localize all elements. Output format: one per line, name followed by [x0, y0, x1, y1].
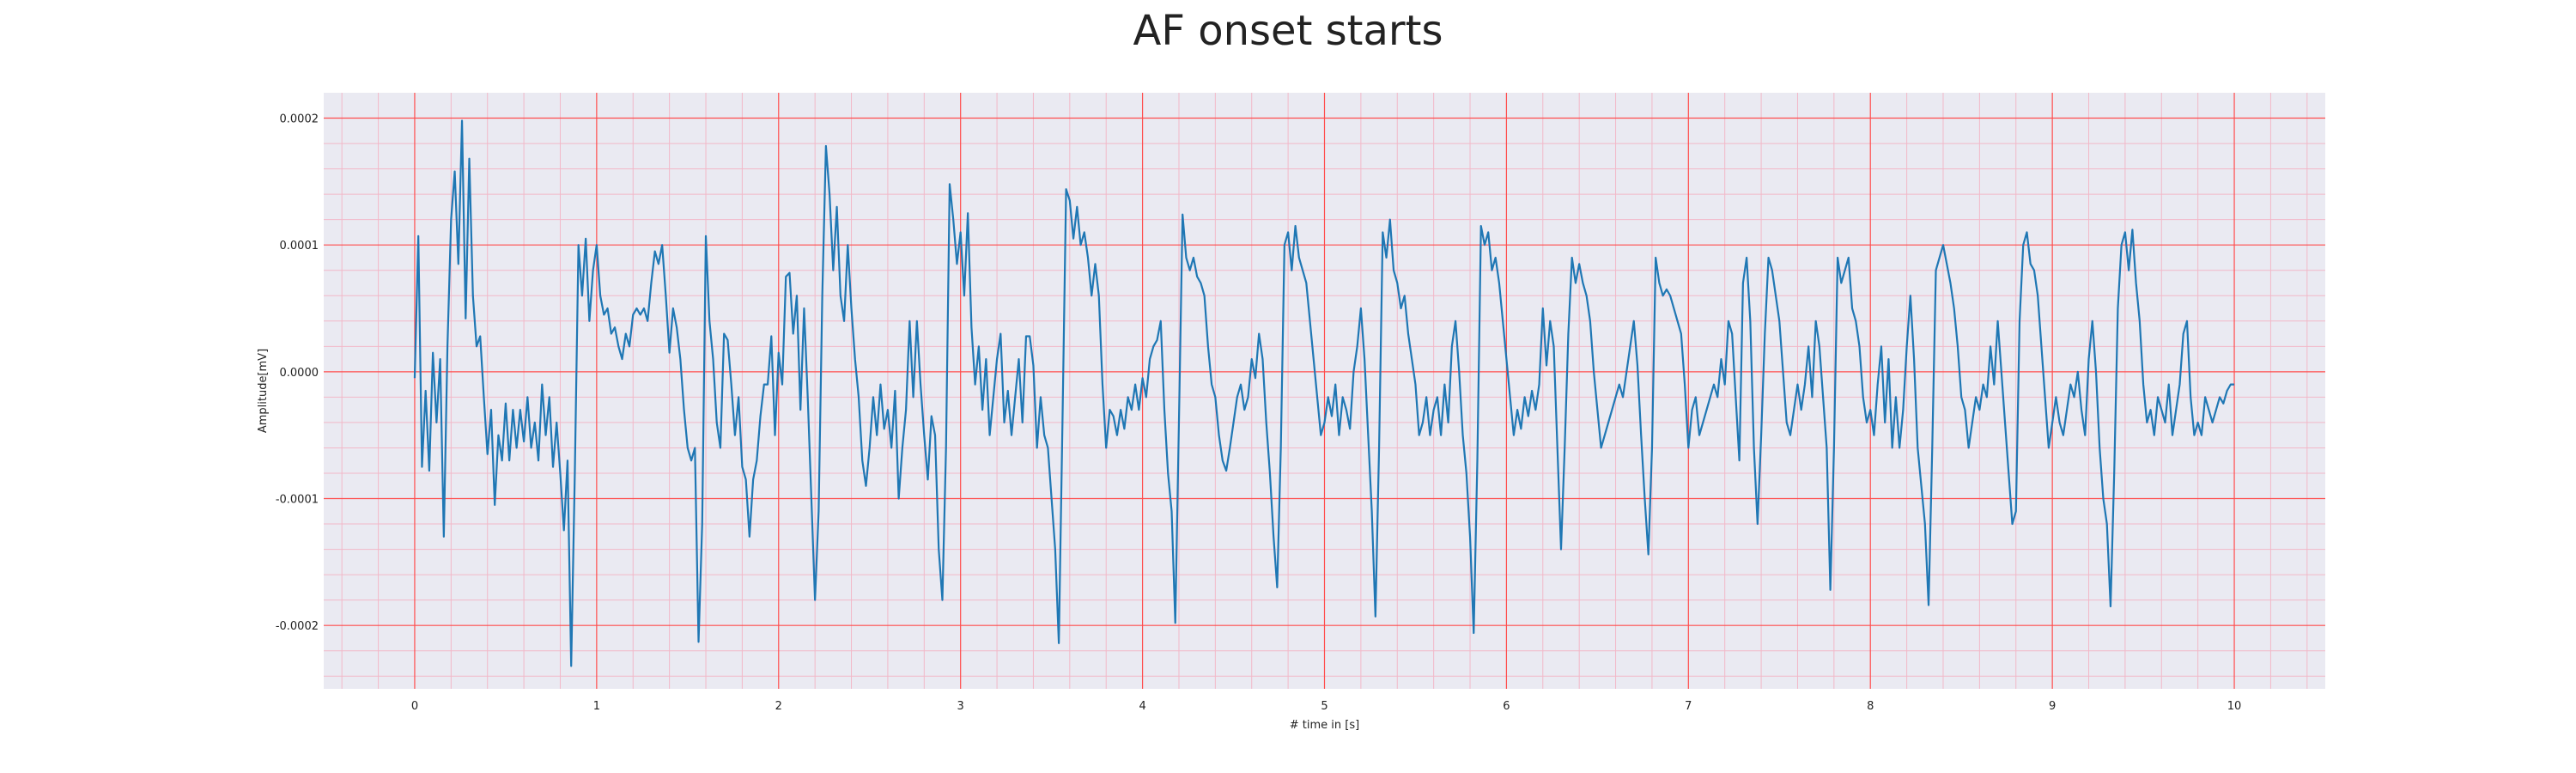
- major-grid: [324, 93, 2325, 689]
- x-tick-label: 9: [2049, 700, 2056, 713]
- y-tick-label: 0.0002: [280, 113, 319, 126]
- x-tick-label: 6: [1503, 700, 1510, 713]
- x-tick-label: 1: [593, 700, 600, 713]
- series-layer: [413, 119, 2235, 667]
- y-axis-ticks: 0.0002 0.0001 0.0000 -0.0001 -0.0002: [276, 113, 319, 634]
- x-tick-label: 10: [2227, 700, 2242, 713]
- x-tick-label: 8: [1867, 700, 1874, 713]
- x-tick-label: 3: [957, 700, 964, 713]
- x-tick-label: 2: [775, 700, 782, 713]
- chart-title: AF onset starts: [1133, 7, 1443, 55]
- series-line-0: [413, 119, 2235, 667]
- y-tick-label: 0.0000: [280, 367, 319, 380]
- x-tick-label: 7: [1685, 700, 1692, 713]
- y-axis-label: Amplitude[mV]: [257, 349, 270, 433]
- y-tick-label: 0.0001: [280, 240, 319, 253]
- x-tick-label: 4: [1139, 700, 1145, 713]
- x-axis-ticks: 0 1 2 3 4 5 6 7 8 9 10: [411, 700, 2242, 713]
- x-tick-label: 5: [1321, 700, 1327, 713]
- x-axis-label: # time in [s]: [1290, 719, 1359, 732]
- x-tick-label: 0: [411, 700, 418, 713]
- y-tick-label: -0.0001: [276, 494, 319, 507]
- y-tick-label: -0.0002: [276, 620, 319, 633]
